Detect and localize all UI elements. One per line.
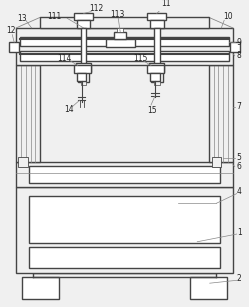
- Bar: [29, 247, 220, 268]
- Text: 1: 1: [237, 227, 242, 237]
- Bar: [150, 73, 160, 81]
- Bar: [18, 157, 28, 167]
- Text: 2: 2: [237, 274, 242, 283]
- Bar: [16, 187, 233, 273]
- Text: 10: 10: [223, 12, 233, 21]
- Bar: [29, 196, 220, 243]
- Bar: [230, 42, 240, 52]
- Bar: [154, 28, 160, 71]
- Text: 5: 5: [237, 154, 242, 162]
- Bar: [16, 28, 233, 65]
- Bar: [74, 65, 91, 73]
- Bar: [154, 80, 160, 85]
- Bar: [74, 14, 93, 20]
- Bar: [76, 63, 91, 72]
- Text: 114: 114: [58, 54, 72, 63]
- Bar: [22, 278, 59, 299]
- Text: 115: 115: [134, 54, 148, 63]
- Text: 113: 113: [111, 10, 125, 19]
- Text: 13: 13: [17, 14, 27, 23]
- Bar: [29, 166, 220, 183]
- Text: 11: 11: [162, 0, 171, 8]
- Bar: [78, 72, 89, 82]
- Bar: [209, 65, 233, 162]
- Bar: [16, 162, 233, 187]
- Text: 14: 14: [64, 105, 74, 114]
- Text: 7: 7: [237, 103, 242, 111]
- Bar: [150, 20, 164, 28]
- Text: 12: 12: [6, 26, 16, 35]
- Bar: [20, 37, 229, 46]
- Bar: [81, 80, 86, 85]
- Bar: [20, 51, 229, 61]
- Bar: [149, 63, 165, 72]
- Text: 8: 8: [237, 51, 242, 60]
- Bar: [106, 40, 135, 47]
- Text: 6: 6: [237, 162, 242, 171]
- Bar: [114, 32, 126, 40]
- Bar: [77, 20, 90, 28]
- Text: 15: 15: [147, 106, 157, 115]
- Bar: [147, 65, 165, 73]
- Text: 111: 111: [47, 12, 61, 21]
- Bar: [40, 17, 209, 28]
- Bar: [81, 28, 86, 71]
- Bar: [190, 278, 227, 299]
- Bar: [117, 28, 123, 32]
- Text: 4: 4: [237, 187, 242, 196]
- Text: 112: 112: [89, 4, 104, 13]
- Bar: [212, 157, 221, 167]
- Bar: [147, 14, 166, 20]
- Bar: [77, 73, 86, 81]
- Bar: [151, 72, 163, 82]
- Bar: [16, 65, 40, 162]
- Text: 9: 9: [237, 38, 242, 47]
- Bar: [9, 42, 19, 52]
